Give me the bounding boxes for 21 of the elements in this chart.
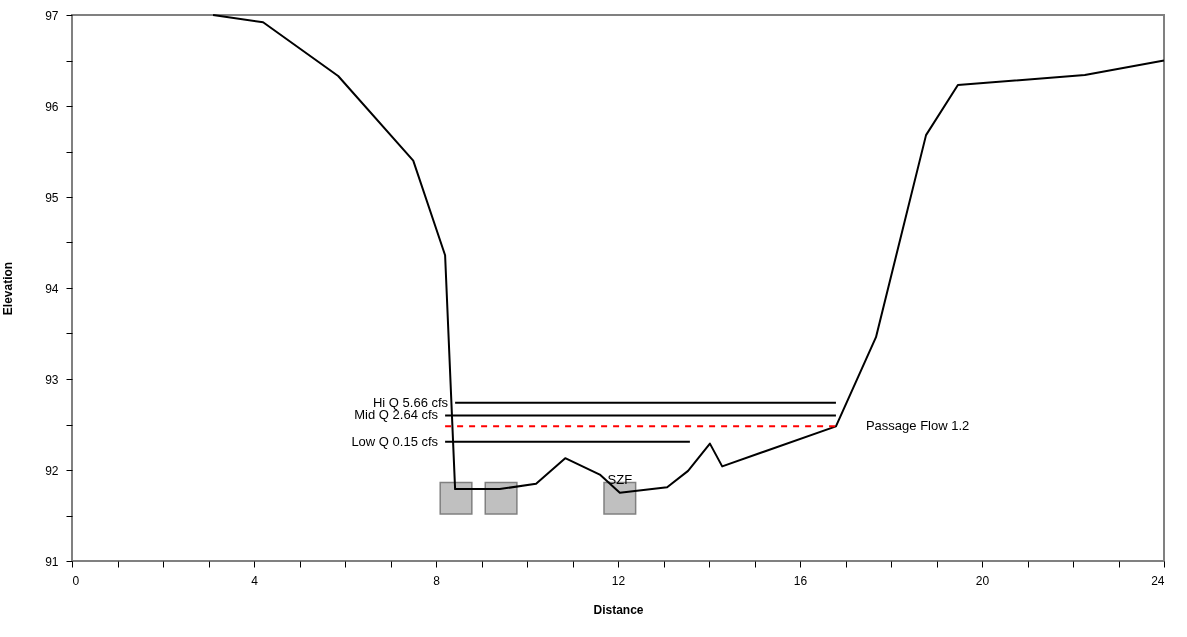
line-series [212,14,1165,494]
x-tick-label: 8 [433,573,441,588]
y-tick-label: 96 [45,99,59,114]
y-tick-label: 91 [45,554,59,569]
text: Passage Flow 1.2 [865,418,970,434]
x-tick-label: 16 [793,573,808,588]
x-tick-label: 0 [72,573,80,588]
y-tick-label: 94 [45,281,59,296]
y-tick-label: 95 [45,190,59,205]
y-tick-label: 93 [45,372,59,387]
series-label: Low Q 0.15 cfs [351,433,439,449]
y-tick-label: 92 [45,463,59,478]
series-label: Hi Q 5.66 cfs [372,394,449,410]
x-tick-label: 24 [1151,573,1165,588]
x-axis-title: Distance [593,602,644,617]
y-axis-title: Elevation [1,261,16,316]
x-tick-label: 12 [611,573,626,588]
y-tick-label: 97 [45,8,59,23]
x-tick-label: 4 [251,573,259,588]
x-tick-label: 20 [975,573,990,588]
annotation: SZF [607,471,633,487]
